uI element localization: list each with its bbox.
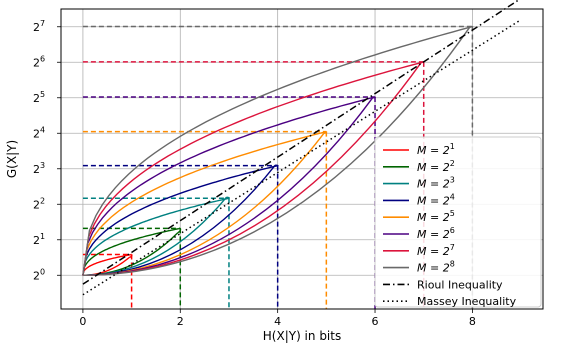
massey-bound-line (82, 19, 522, 296)
y-tick-label: 25 (33, 90, 45, 105)
legend-label: M = 21 (417, 142, 455, 157)
legend-label: Rioul Inequality (417, 278, 503, 291)
y-tick-label: 22 (33, 196, 45, 211)
x-tick-label: 0 (79, 315, 86, 328)
y-tick-label: 21 (33, 232, 45, 247)
right-boundary (323, 131, 328, 134)
upper-curve (82, 253, 132, 276)
y-tick-label: 27 (33, 19, 45, 34)
upper-curve (82, 25, 473, 276)
upper-curve (82, 165, 278, 276)
right-boundary (128, 254, 133, 259)
y-tick-label: 23 (33, 161, 45, 176)
rioul-bound-line (82, 0, 520, 285)
legend-label: M = 24 (417, 192, 455, 207)
plot-frame (60, 8, 544, 310)
x-tick-label: 8 (469, 315, 476, 328)
right-boundary (226, 196, 230, 199)
y-tick-label: 20 (33, 267, 45, 282)
y-tick-label: 26 (33, 54, 45, 69)
y-axis-label: G(X|Y) (5, 140, 19, 178)
x-tick-label: 6 (372, 315, 379, 328)
series-group (82, 0, 522, 309)
legend-label: M = 22 (417, 159, 455, 174)
legend-label: M = 28 (417, 260, 455, 275)
upper-curve (82, 96, 376, 276)
upper-curve (82, 61, 424, 276)
legend: M = 21 M = 22 M = 23M = 24 M = 25 M = 26 M = … (374, 136, 542, 308)
upper-curve (82, 131, 327, 276)
right-boundary (177, 228, 182, 234)
lower-curve (82, 26, 471, 276)
upper-curve (82, 227, 181, 276)
legend-label: M = 27 (417, 243, 455, 258)
y-tick-label: 24 (33, 125, 45, 140)
legend-label: M = 23 (417, 176, 455, 191)
legend-label: Massey Inequality (417, 295, 517, 308)
x-axis-label: H(X|Y) in bits (263, 329, 341, 343)
series-M-2-1 (82, 253, 133, 309)
legend-box (374, 136, 542, 308)
legend-label: M = 26 (417, 226, 455, 241)
x-tick-label: 2 (177, 315, 184, 328)
right-boundary (372, 96, 376, 99)
x-tick-label: 4 (274, 315, 281, 328)
legend-label: M = 25 (417, 209, 455, 224)
